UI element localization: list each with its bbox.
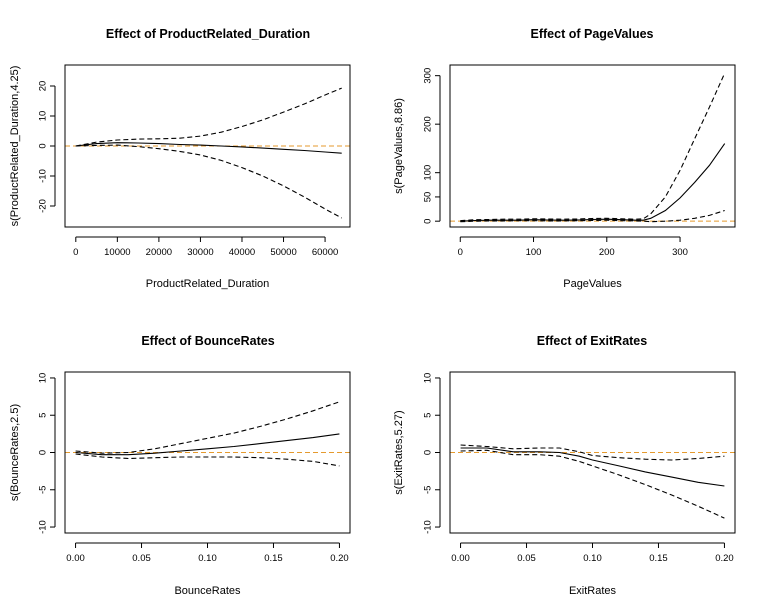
y-tick-label: 0	[38, 450, 49, 455]
y-tick-label: -10	[423, 520, 434, 534]
x-tick-label: 50000	[270, 247, 296, 258]
plot-area	[65, 401, 350, 467]
plot-panel-4: Effect of ExitRates ExitRates s(ExitRates,…	[393, 334, 736, 597]
confidence-upper-line	[460, 72, 726, 222]
confidence-upper-line	[75, 401, 340, 454]
y-tick-label: 0	[423, 450, 434, 455]
y-tick-label: 20	[38, 81, 49, 92]
x-tick-label: 0.00	[451, 553, 470, 564]
plot-frame	[64, 64, 351, 228]
y-tick-label: 300	[423, 68, 434, 84]
x-axis-label: PageValues	[563, 278, 622, 290]
x-tick-label: 60000	[312, 247, 338, 258]
x-tick-label: 0.00	[66, 553, 85, 564]
y-tick-label: -5	[38, 486, 49, 494]
x-tick-label: 100	[526, 247, 542, 258]
plot-title: Effect of ExitRates	[537, 334, 647, 348]
x-tick-label: 0.15	[649, 553, 668, 564]
x-tick-label: 0.05	[517, 553, 536, 564]
plot-frame	[449, 371, 736, 534]
plot-area	[65, 87, 350, 219]
x-tick-label: 0.05	[132, 553, 151, 564]
plot-title: Effect of BounceRates	[141, 334, 274, 348]
y-tick-label: -5	[423, 486, 434, 494]
plot-title: Effect of PageValues	[531, 27, 654, 41]
x-tick-label: 300	[672, 247, 688, 258]
y-axis-label: s(ExitRates,5.27)	[393, 410, 405, 494]
y-tick-label: 10	[38, 111, 49, 122]
y-tick-label: 200	[423, 116, 434, 132]
x-axis-label: BounceRates	[174, 585, 241, 597]
x-axis-label: ExitRates	[569, 585, 617, 597]
x-tick-label: 20000	[146, 247, 172, 258]
x-tick-label: 0	[458, 247, 463, 258]
y-axis-label: s(PageValues,8.86)	[393, 98, 405, 194]
plot-panel-1: Effect of ProductRelated_Duration Product…	[9, 27, 351, 290]
smooth-fit-line	[75, 142, 342, 154]
x-tick-label: 0	[73, 247, 78, 258]
x-tick-label: 40000	[229, 247, 255, 258]
y-tick-label: 50	[423, 192, 434, 203]
y-tick-label: 10	[38, 373, 49, 384]
confidence-lower-line	[75, 453, 340, 467]
x-tick-label: 10000	[104, 247, 130, 258]
plot-area	[450, 72, 735, 223]
y-tick-label: 100	[423, 165, 434, 181]
confidence-upper-line	[460, 444, 725, 461]
plot-panel-3: Effect of BounceRates BounceRates s(Bounce…	[9, 334, 351, 597]
y-axis-label: s(ProductRelated_Duration,4.25)	[9, 66, 21, 227]
plot-area	[450, 444, 735, 519]
confidence-lower-line	[460, 449, 725, 519]
plot-frame	[64, 371, 351, 534]
y-tick-label: 0	[423, 219, 434, 224]
x-tick-label: 200	[599, 247, 615, 258]
x-tick-label: 0.15	[264, 553, 283, 564]
y-tick-label: 5	[38, 413, 49, 418]
x-axis-label: ProductRelated_Duration	[146, 278, 270, 290]
smooth-fit-line	[75, 433, 340, 456]
plot-panel-2: Effect of PageValues PageValues s(PageValu…	[393, 27, 736, 290]
plot-title: Effect of ProductRelated_Duration	[106, 27, 310, 41]
plot-frame	[449, 64, 736, 228]
y-tick-label: 0	[38, 143, 49, 148]
x-tick-label: 30000	[187, 247, 213, 258]
x-tick-label: 0.20	[715, 553, 734, 564]
confidence-upper-line	[75, 87, 342, 147]
x-tick-label: 0.20	[330, 553, 349, 564]
y-tick-label: -10	[38, 169, 49, 183]
y-axis-label: s(BounceRates,2.5)	[9, 404, 21, 501]
smooth-fit-line	[460, 447, 725, 487]
y-tick-label: -20	[38, 199, 49, 213]
y-tick-label: 10	[423, 373, 434, 384]
y-tick-label: -10	[38, 520, 49, 534]
confidence-lower-line	[460, 209, 725, 223]
x-tick-label: 0.10	[583, 553, 602, 564]
x-tick-label: 0.10	[198, 553, 217, 564]
smooth-fit-line	[460, 143, 726, 222]
y-tick-label: 5	[423, 413, 434, 418]
confidence-lower-line	[75, 144, 342, 219]
